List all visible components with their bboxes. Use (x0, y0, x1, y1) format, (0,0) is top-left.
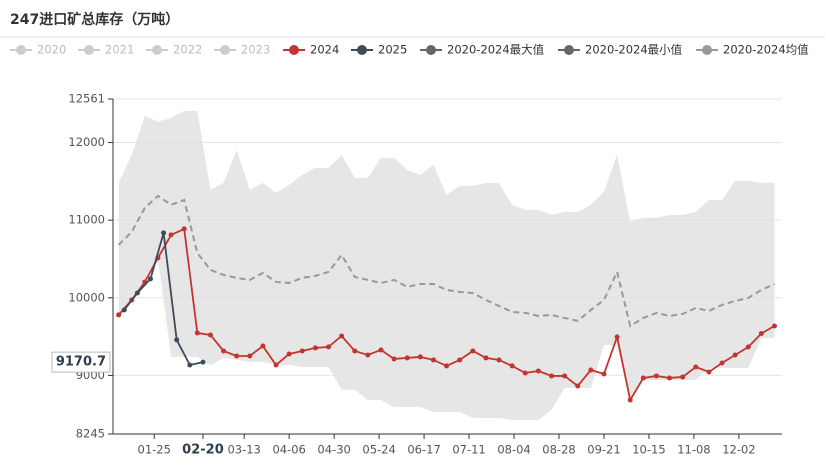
x-tick-label: 05-24 (362, 443, 395, 457)
min-area (118, 257, 775, 434)
data-point (116, 312, 122, 318)
x-pointer-label: 02-20 (182, 443, 224, 458)
data-point (457, 357, 463, 363)
legend-label: 2020-2024均值 (723, 43, 809, 57)
y-tick-label: 12000 (68, 135, 105, 149)
data-point (549, 373, 555, 379)
data-point (588, 367, 594, 373)
data-point (627, 397, 633, 403)
data-point (562, 373, 568, 379)
data-point (732, 352, 738, 358)
legend-icon (426, 45, 436, 55)
x-tick-label: 12-02 (722, 443, 755, 457)
legend-icon (702, 45, 712, 55)
data-point (161, 230, 167, 236)
data-point (522, 370, 528, 376)
data-point (758, 330, 764, 336)
data-point (174, 337, 180, 343)
data-point (181, 226, 187, 232)
data-point (352, 348, 358, 354)
mean-line (117, 194, 775, 328)
y-tick-label: 12561 (68, 92, 105, 106)
data-point (247, 353, 253, 359)
data-point (365, 352, 371, 358)
data-point (312, 345, 318, 351)
legend-label: 2020 (37, 43, 66, 57)
y-pointer-box (51, 351, 111, 373)
data-point (207, 332, 213, 338)
x-tick-label: 04-30 (317, 443, 350, 457)
data-point (483, 355, 489, 361)
data-point (326, 344, 332, 350)
legend-icon (357, 45, 367, 55)
data-point (187, 362, 193, 368)
legend-icon (289, 45, 299, 55)
data-point (404, 355, 410, 361)
legend-label: 2021 (105, 43, 134, 57)
legend-label: 2020-2024最大值 (447, 43, 545, 57)
data-point (221, 348, 227, 354)
legend-label: 2020-2024最小值 (585, 43, 683, 57)
data-point (745, 344, 751, 350)
data-point (391, 356, 397, 362)
x-tick-label: 11-08 (677, 443, 710, 457)
y-tick-label: 10000 (68, 290, 105, 304)
y-tick-label: 11000 (68, 213, 105, 227)
y-tick-label: 8245 (76, 427, 105, 441)
legend-label: 2022 (173, 43, 202, 57)
data-point (601, 371, 607, 377)
legend-icon (564, 45, 574, 55)
x-tick-label: 09-21 (587, 443, 620, 457)
legend-icon (84, 45, 94, 55)
data-point (653, 373, 659, 379)
data-point (168, 232, 174, 238)
x-tick-label: 04-06 (272, 443, 305, 457)
x-tick-label: 08-04 (497, 443, 530, 457)
legend-icon (16, 45, 26, 55)
x-tick-label: 03-13 (227, 443, 260, 457)
legend-label: 2025 (378, 43, 407, 57)
x-tick-label: 01-25 (138, 443, 171, 457)
legend-icon (152, 45, 162, 55)
legend-label: 2024 (310, 43, 339, 57)
data-point (614, 334, 620, 340)
data-point (470, 348, 476, 354)
data-point (260, 343, 266, 349)
data-point (378, 347, 384, 353)
x-tick-label: 06-17 (407, 443, 440, 457)
y-pointer-label: 9170.7 (56, 355, 106, 370)
x-tick-label: 10-15 (632, 443, 665, 457)
chart-title: 247进口矿总库存（万吨） (10, 11, 179, 28)
x-tick-label: 07-11 (452, 443, 485, 457)
data-point (509, 363, 515, 369)
data-point (147, 276, 153, 282)
data-point (535, 368, 541, 374)
data-point (496, 357, 502, 363)
data-point (417, 354, 423, 360)
data-point (299, 348, 305, 354)
data-point (680, 374, 686, 380)
data-point (575, 383, 581, 389)
x-pointer-bg (179, 442, 227, 458)
data-point (693, 364, 699, 370)
data-point (273, 362, 279, 368)
data-point (194, 330, 200, 336)
legend-label: 2023 (241, 43, 270, 57)
data-point (640, 375, 646, 381)
data-point (134, 290, 140, 296)
data-point (706, 369, 712, 375)
data-point (719, 360, 725, 366)
legend-icon (220, 45, 230, 55)
data-point (444, 363, 450, 369)
data-point (430, 357, 436, 363)
data-point (286, 351, 292, 357)
data-point (200, 359, 206, 365)
data-point (339, 333, 345, 339)
x-tick-label: 08-28 (542, 443, 575, 457)
data-point (234, 353, 240, 359)
data-point (667, 375, 673, 381)
data-point (772, 323, 778, 329)
data-point (121, 307, 127, 313)
